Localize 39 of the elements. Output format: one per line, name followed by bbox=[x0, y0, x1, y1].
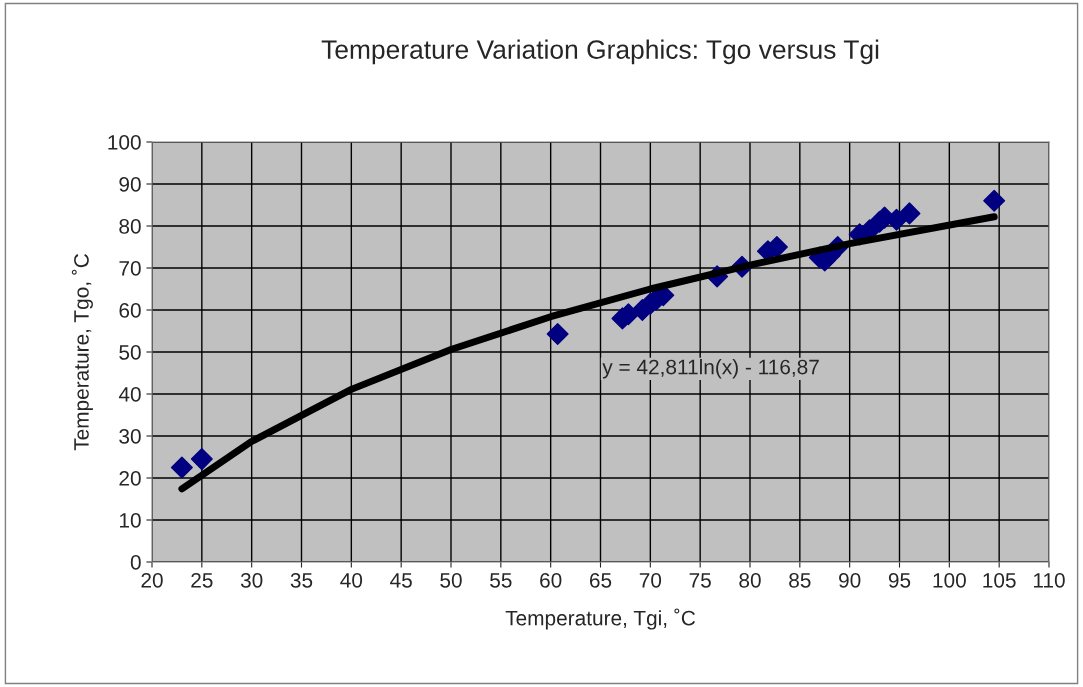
y-tick-label: 0 bbox=[130, 555, 141, 570]
x-tick-label: 60 bbox=[540, 572, 562, 588]
x-tick-label: 65 bbox=[589, 572, 612, 588]
y-tick-label: 60 bbox=[119, 303, 141, 318]
y-tick-label: 90 bbox=[119, 177, 141, 192]
x-tick-label: 55 bbox=[490, 573, 512, 588]
x-tick-label: 20 bbox=[141, 572, 163, 588]
x-tick-label: 80 bbox=[739, 572, 761, 588]
chart-title: Temperature Variation Graphics: Tgo versus Tgi bbox=[321, 39, 879, 65]
x-tick-label: 105 bbox=[983, 572, 1016, 588]
x-tick-label: 100 bbox=[933, 572, 966, 588]
point bbox=[983, 189, 1006, 212]
x-tick-label: 45 bbox=[390, 573, 412, 588]
y-axis-title: Temperature, Tgo, ˚C bbox=[71, 253, 93, 451]
point bbox=[898, 202, 921, 225]
y-tick-label: 40 bbox=[118, 387, 141, 402]
x-tick-label: 75 bbox=[689, 573, 711, 588]
y-tick-label: 80 bbox=[119, 219, 141, 234]
x-tick-label: 40 bbox=[340, 572, 363, 588]
y-tick-label: 20 bbox=[119, 471, 141, 486]
x-tick-label: 95 bbox=[888, 572, 911, 588]
annotation: y = 42,811ln(x) - 116,87 bbox=[602, 359, 819, 379]
x-tick-label: 110 bbox=[1033, 572, 1065, 588]
x-axis-title: Temperature, Tgi, ˚C bbox=[505, 608, 696, 630]
y-tick-label: 10 bbox=[120, 513, 141, 528]
point bbox=[170, 456, 193, 479]
y-tick-label: 70 bbox=[119, 261, 141, 276]
y-tick-label: 30 bbox=[119, 429, 141, 444]
x-tick-label: 85 bbox=[789, 572, 811, 588]
point bbox=[190, 448, 213, 471]
x-tick-label: 70 bbox=[639, 572, 662, 588]
y-tick-label: 50 bbox=[119, 345, 141, 360]
y-tick-label: 100 bbox=[108, 135, 141, 150]
point bbox=[546, 322, 569, 345]
x-tick-label: 30 bbox=[240, 572, 263, 588]
x-tick-label: 90 bbox=[839, 572, 861, 588]
x-tick-label: 50 bbox=[440, 572, 462, 588]
x-tick-label: 35 bbox=[290, 572, 313, 588]
x-tick-label: 25 bbox=[191, 572, 213, 588]
